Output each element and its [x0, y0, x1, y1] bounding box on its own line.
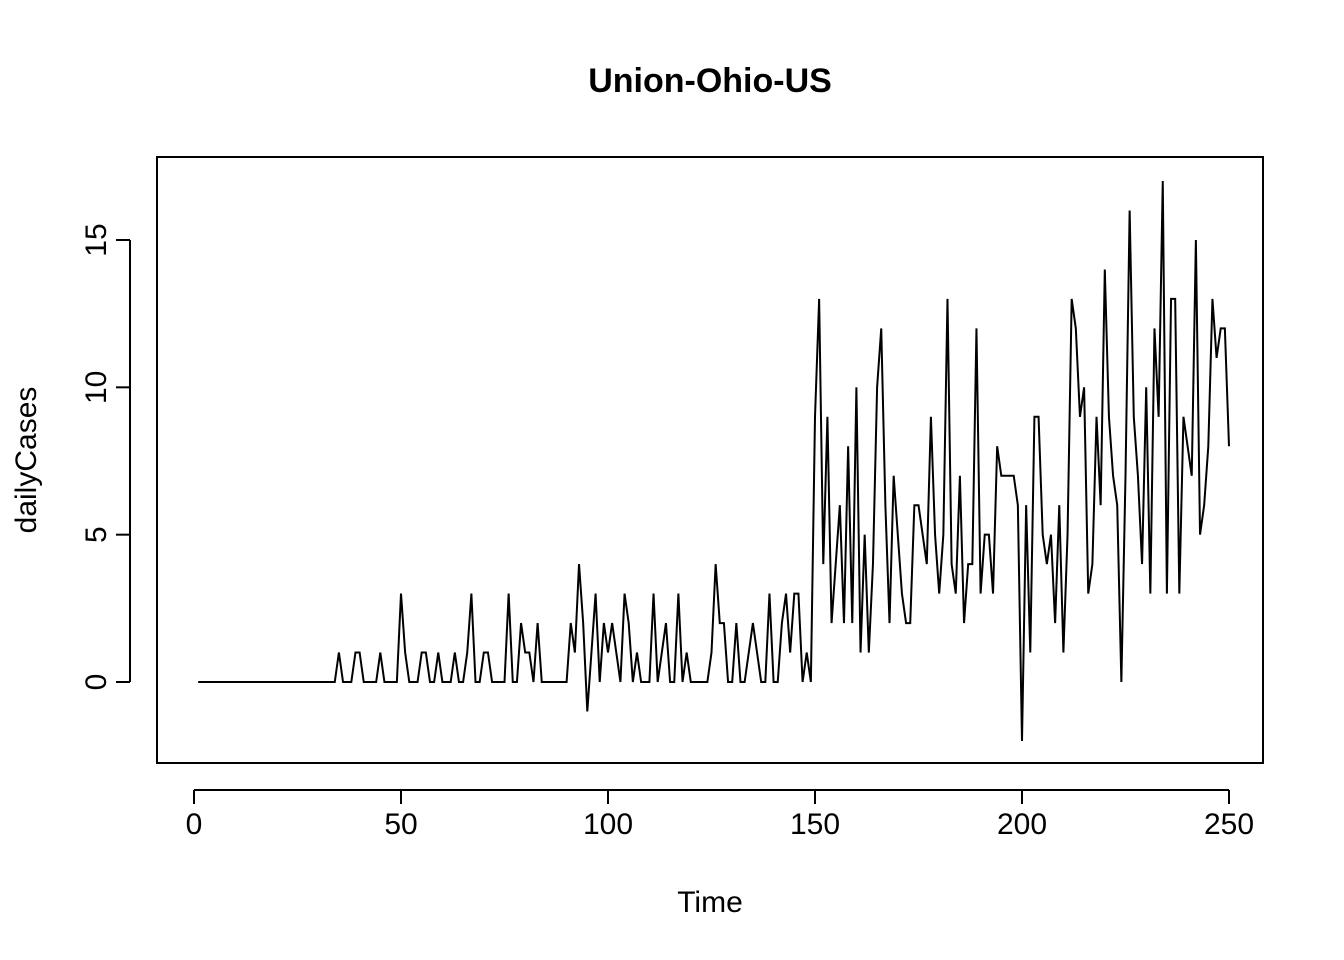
chart-title: Union-Ohio-US [588, 62, 832, 100]
x-tick-label: 200 [997, 808, 1047, 841]
series-group [198, 181, 1230, 741]
x-tick-label: 150 [790, 808, 840, 841]
series-line-dailycases [198, 181, 1230, 741]
y-tick-label: 15 [80, 223, 113, 256]
x-tick-label: 0 [186, 808, 203, 841]
y-tick-label: 10 [80, 371, 113, 404]
x-tick-label: 250 [1204, 808, 1254, 841]
x-axis-label: Time [677, 886, 743, 919]
plot-frame [156, 156, 1264, 764]
y-tick-label: 5 [80, 526, 113, 543]
x-tick-label: 50 [384, 808, 417, 841]
x-axis: 0 50 100 150 200 250 [186, 789, 1254, 841]
y-axis: 0 5 10 15 [80, 223, 131, 691]
y-tick-label: 0 [80, 674, 113, 691]
y-axis-label: dailyCases [10, 387, 43, 534]
x-tick-label: 100 [583, 808, 633, 841]
